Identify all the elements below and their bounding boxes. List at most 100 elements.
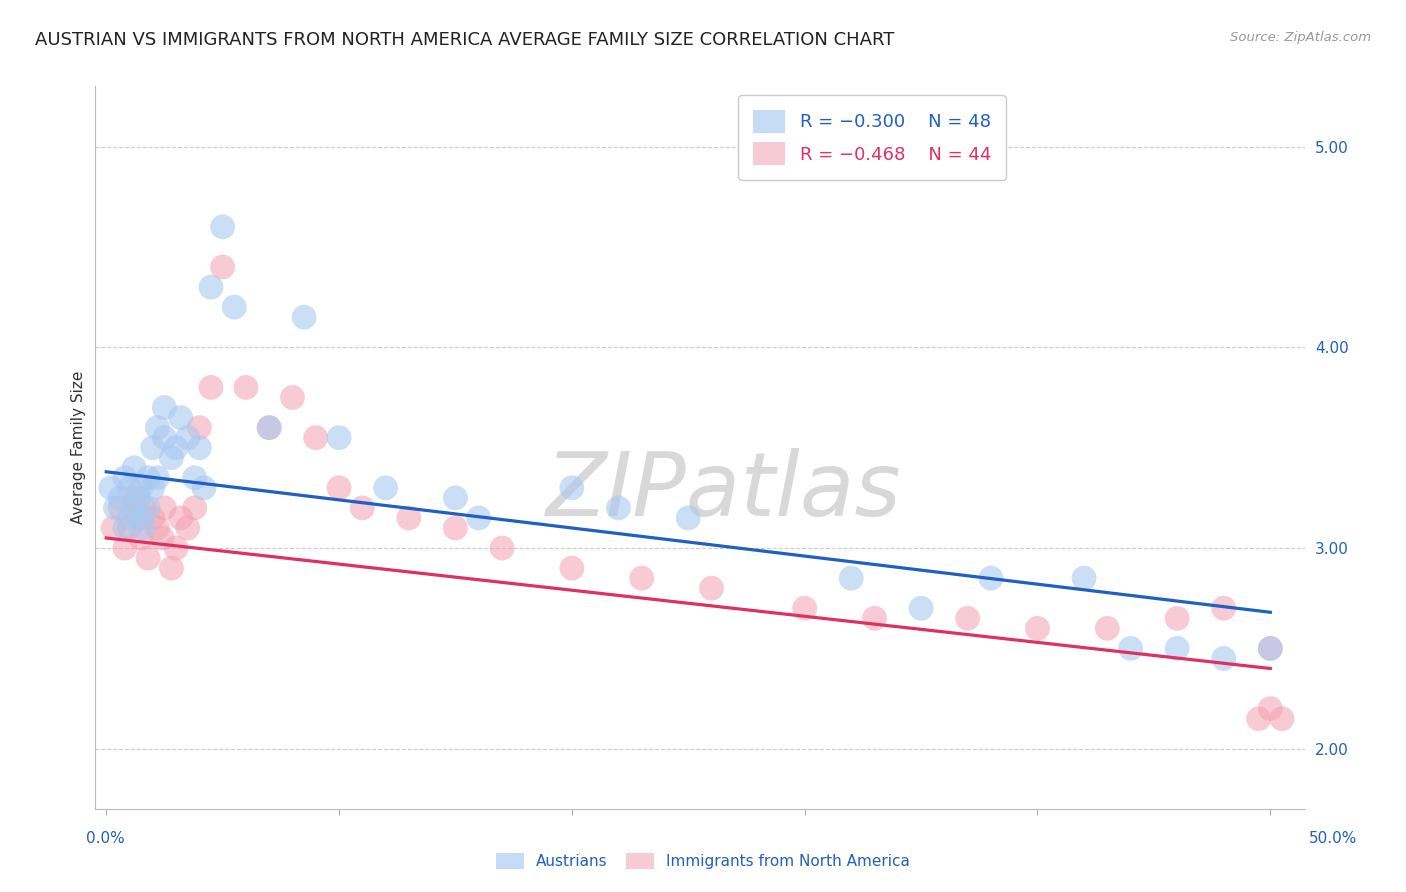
Point [146, 420, 169, 434]
Point [1166, 641, 1188, 656]
Point [678, 511, 700, 525]
Point [103, 521, 125, 535]
Text: 0.0%: 0.0% [86, 831, 125, 846]
Point [129, 531, 152, 545]
Point [1258, 641, 1281, 656]
Point [1026, 621, 1049, 635]
Legend: Austrians, Immigrants from North America: Austrians, Immigrants from North America [491, 847, 915, 875]
Point [200, 380, 222, 394]
Point [118, 481, 141, 495]
Point [132, 521, 155, 535]
Point [136, 471, 159, 485]
Point [188, 441, 211, 455]
Point [100, 481, 122, 495]
Point [122, 460, 145, 475]
Point [292, 310, 315, 325]
Point [956, 611, 979, 625]
Point [170, 511, 193, 525]
Point [136, 551, 159, 566]
Point [118, 521, 141, 535]
Text: AUSTRIAN VS IMMIGRANTS FROM NORTH AMERICA AVERAGE FAMILY SIZE CORRELATION CHART: AUSTRIAN VS IMMIGRANTS FROM NORTH AMERIC… [35, 31, 894, 49]
Y-axis label: Average Family Size: Average Family Size [72, 371, 86, 524]
Point [839, 571, 862, 585]
Point [607, 500, 630, 515]
Point [1258, 701, 1281, 715]
Point [165, 541, 187, 555]
Point [104, 500, 127, 515]
Point [114, 471, 136, 485]
Point [444, 491, 467, 505]
Point [1212, 651, 1234, 665]
Point [630, 571, 652, 585]
Point [1247, 712, 1270, 726]
Point [128, 491, 150, 505]
Point [561, 561, 583, 575]
Point [235, 380, 257, 394]
Point [153, 401, 176, 415]
Point [444, 521, 467, 535]
Point [176, 521, 198, 535]
Point [281, 391, 304, 405]
Point [142, 481, 165, 495]
Text: 50.0%: 50.0% [1309, 831, 1357, 846]
Point [1166, 611, 1188, 625]
Point [122, 500, 145, 515]
Point [170, 410, 193, 425]
Point [188, 420, 211, 434]
Point [1073, 571, 1095, 585]
Point [561, 481, 583, 495]
Point [1258, 641, 1281, 656]
Point [863, 611, 886, 625]
Point [153, 500, 176, 515]
Point [211, 260, 233, 274]
Point [224, 300, 246, 314]
Point [114, 541, 136, 555]
Point [146, 521, 169, 535]
Point [153, 431, 176, 445]
Point [200, 280, 222, 294]
Point [793, 601, 815, 615]
Text: Source: ZipAtlas.com: Source: ZipAtlas.com [1230, 31, 1371, 45]
Text: ZIPatlas: ZIPatlas [547, 448, 901, 534]
Point [980, 571, 1002, 585]
Point [1212, 601, 1234, 615]
Point [1119, 641, 1142, 656]
Point [257, 420, 280, 434]
Point [114, 521, 136, 535]
Point [491, 541, 513, 555]
Point [122, 491, 145, 505]
Point [305, 431, 328, 445]
Point [183, 500, 205, 515]
Point [1271, 712, 1294, 726]
Point [142, 441, 165, 455]
Point [176, 431, 198, 445]
Point [328, 431, 350, 445]
Point [129, 481, 152, 495]
Point [257, 420, 280, 434]
Point [398, 511, 420, 525]
Point [108, 491, 131, 505]
Point [183, 471, 205, 485]
Point [136, 500, 159, 515]
Point [142, 511, 165, 525]
Point [132, 500, 155, 515]
Point [328, 481, 350, 495]
Point [128, 511, 150, 525]
Point [150, 531, 173, 545]
Point [108, 500, 131, 515]
Point [700, 581, 723, 595]
Point [129, 511, 152, 525]
Point [160, 561, 183, 575]
Point [193, 481, 215, 495]
Point [910, 601, 932, 615]
Legend: R = −0.300    N = 48, R = −0.468    N = 44: R = −0.300 N = 48, R = −0.468 N = 44 [738, 95, 1005, 179]
Point [118, 511, 141, 525]
Point [146, 471, 169, 485]
Point [165, 441, 187, 455]
Point [352, 500, 374, 515]
Point [374, 481, 396, 495]
Point [467, 511, 489, 525]
Point [211, 219, 233, 234]
Point [1097, 621, 1119, 635]
Point [160, 450, 183, 465]
